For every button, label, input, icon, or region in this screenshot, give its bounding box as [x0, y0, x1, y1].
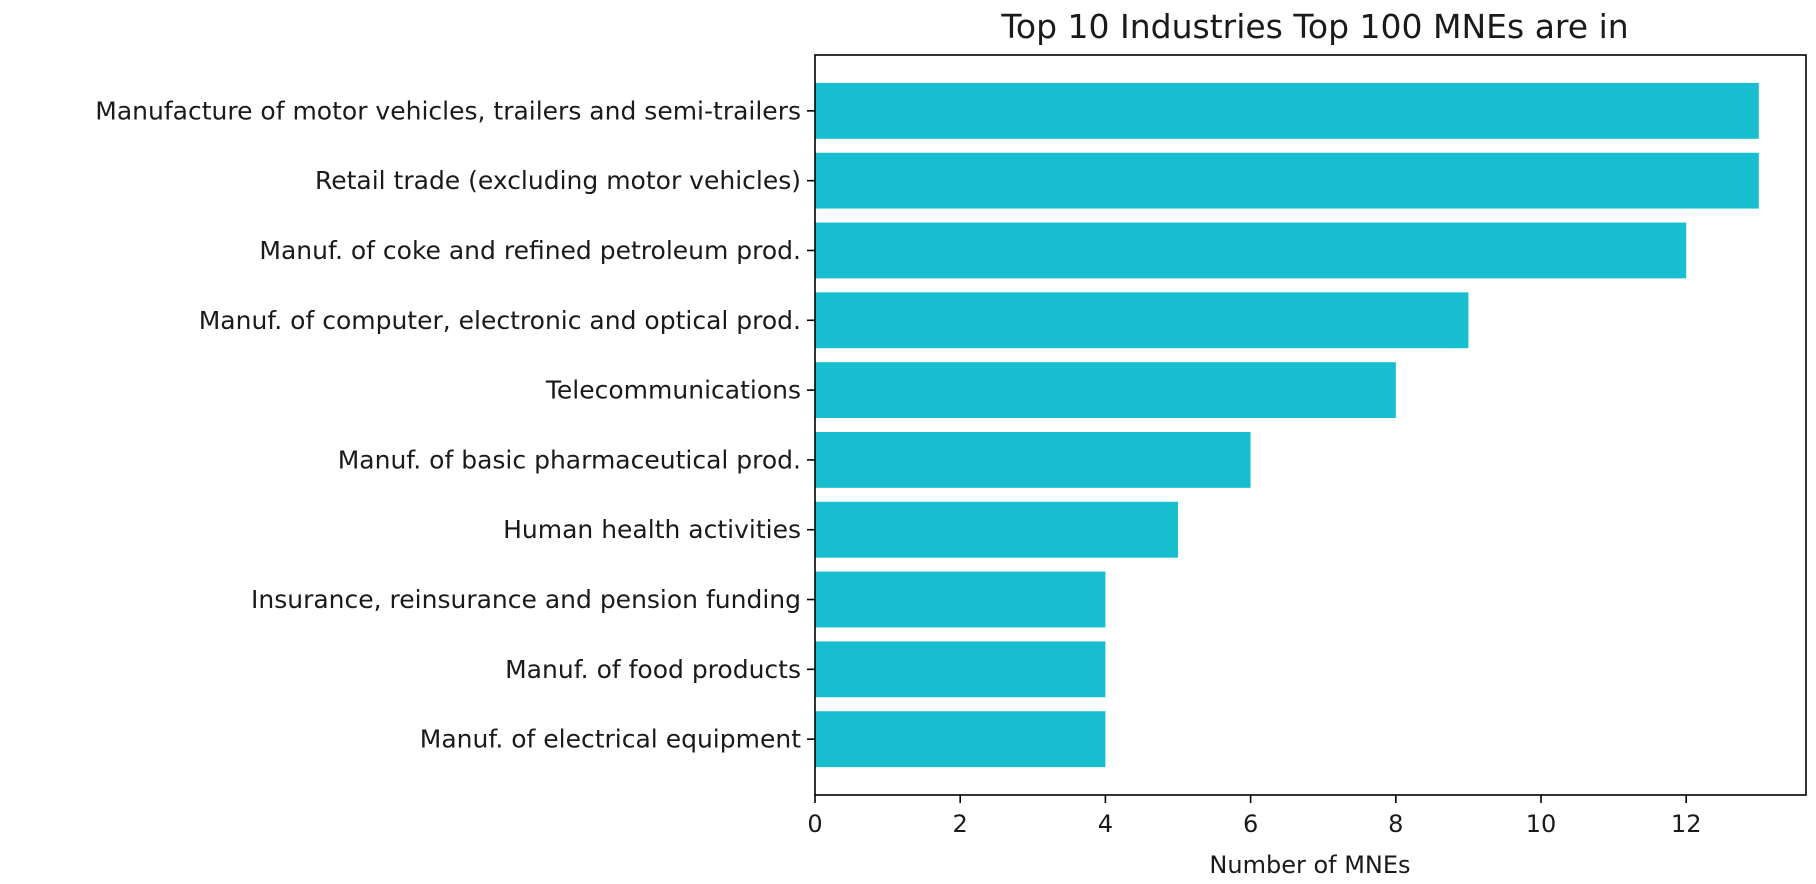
x-tick-label: 8 [1388, 810, 1403, 838]
category-label: Telecommunications [545, 376, 801, 405]
x-tick-label: 12 [1671, 810, 1702, 838]
x-tick-label: 6 [1243, 810, 1258, 838]
category-label: Manuf. of computer, electronic and optic… [199, 306, 801, 335]
category-labels-group: Manufacture of motor vehicles, trailers … [95, 96, 815, 754]
chart-title: Top 10 Industries Top 100 MNEs are in [1000, 7, 1628, 46]
x-axis-ticks-group: 0 2 4 6 8 10 12 [807, 795, 1701, 838]
bar [815, 501, 1179, 558]
x-axis-label: Number of MNEs [1209, 851, 1410, 879]
axes-frame [814, 54, 1807, 796]
category-label: Human health activities [503, 515, 801, 544]
bar [815, 431, 1251, 488]
x-tick-label: 10 [1526, 810, 1557, 838]
category-label: Manuf. of coke and refined petroleum pro… [259, 236, 801, 265]
bar [815, 711, 1106, 768]
x-tick-label: 2 [953, 810, 968, 838]
bar [815, 82, 1759, 139]
bar [815, 571, 1106, 628]
category-label: Manuf. of electrical equipment [420, 725, 801, 754]
bar [815, 152, 1759, 209]
category-label: Retail trade (excluding motor vehicles) [315, 166, 801, 195]
category-label: Manufacture of motor vehicles, trailers … [95, 96, 801, 125]
category-label: Insurance, reinsurance and pension fundi… [251, 585, 801, 614]
x-tick-label: 0 [807, 810, 822, 838]
bar [815, 641, 1106, 698]
bar [815, 292, 1469, 349]
bar [815, 222, 1687, 279]
x-tick-label: 4 [1098, 810, 1113, 838]
bar [815, 362, 1396, 419]
category-label: Manuf. of food products [505, 655, 801, 684]
category-label: Manuf. of basic pharmaceutical prod. [338, 445, 801, 474]
bars-group [815, 82, 1759, 768]
